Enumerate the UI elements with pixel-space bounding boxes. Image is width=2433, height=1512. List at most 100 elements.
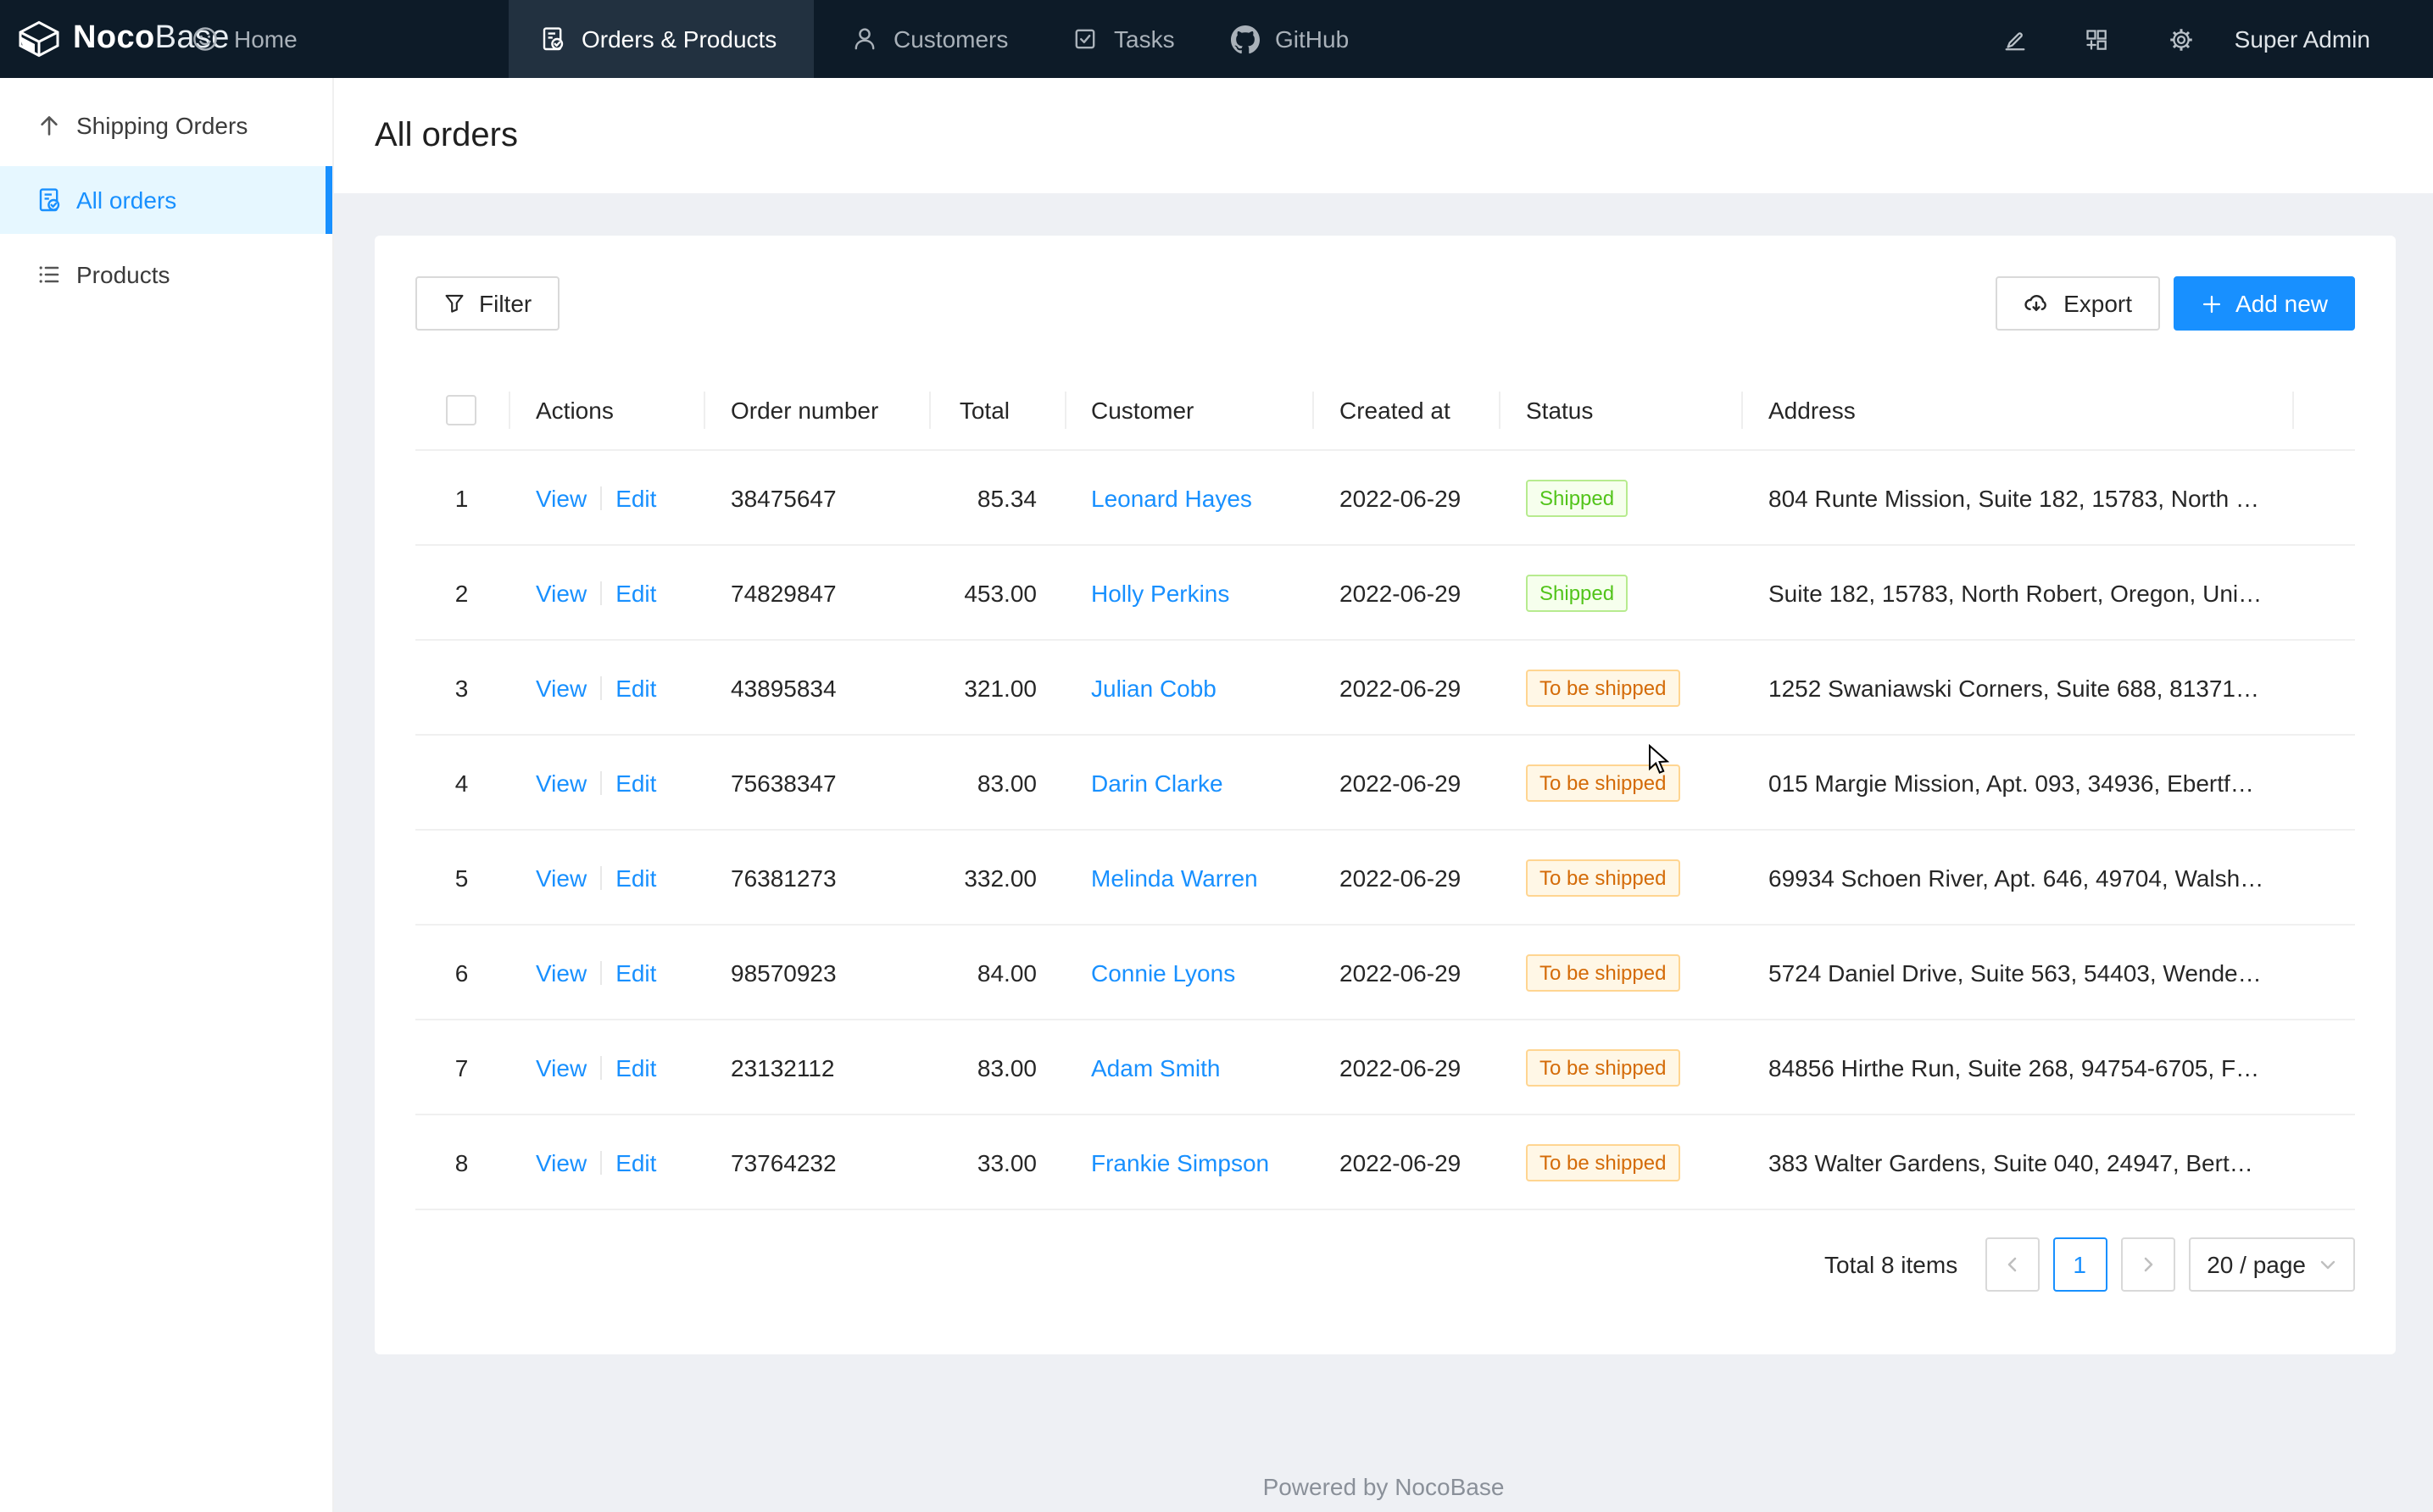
order-number-cell: 76381273 (731, 864, 837, 891)
edit-link[interactable]: Edit (615, 579, 657, 606)
pagination-next-button[interactable] (2120, 1237, 2175, 1292)
row-actions: View Edit (509, 1148, 704, 1176)
tab-github[interactable]: GitHub (1211, 0, 1380, 78)
status-badge: To be shipped (1526, 669, 1680, 706)
tab-home-label: Home (234, 25, 298, 53)
customer-cell: Frankie Simpson (1064, 1148, 1312, 1176)
view-link[interactable]: View (536, 1053, 587, 1081)
edit-link[interactable]: Edit (615, 1148, 657, 1176)
chevron-down-icon (2319, 1256, 2336, 1273)
status-badge: To be shipped (1526, 764, 1680, 801)
status-cell: Shipped (1499, 479, 1741, 516)
view-link[interactable]: View (536, 864, 587, 891)
row-index: 7 (454, 1053, 469, 1081)
customer-link[interactable]: Adam Smith (1091, 1053, 1221, 1081)
tab-orders-label: Orders & Products (582, 25, 777, 53)
customer-cell: Connie Lyons (1064, 959, 1312, 986)
add-new-button[interactable]: Add new (2173, 276, 2355, 331)
customer-cell: Holly Perkins (1064, 579, 1312, 606)
export-button-label: Export (2063, 290, 2133, 317)
customer-cell: Julian Cobb (1064, 674, 1312, 701)
view-link[interactable]: View (536, 769, 587, 796)
orders-table: Actions Order number Total Customer Crea… (415, 371, 2355, 1210)
view-link[interactable]: View (536, 484, 587, 511)
order-number-cell: 38475647 (731, 484, 837, 511)
nocobase-cube-icon (17, 20, 61, 58)
edit-link[interactable]: Edit (615, 1053, 657, 1081)
customer-cell: Leonard Hayes (1064, 484, 1312, 511)
edit-link[interactable]: Edit (615, 674, 657, 701)
document-check-icon (36, 186, 63, 214)
document-check-icon (539, 25, 566, 53)
filter-button[interactable]: Filter (415, 276, 560, 331)
total-cell: 84.00 (977, 959, 1037, 986)
pagination-prev-button[interactable] (1985, 1237, 2040, 1292)
blocks-add-icon[interactable] (2084, 27, 2109, 53)
row-index: 5 (454, 864, 469, 891)
status-cell: To be shipped (1499, 669, 1741, 706)
tab-home[interactable]: Home (161, 0, 478, 78)
table-row: 2 View Edit 74829847 453.00 Holly Perkins… (415, 546, 2355, 641)
edit-link[interactable]: Edit (615, 484, 657, 511)
gear-icon[interactable] (2169, 27, 2194, 53)
arrow-up-icon (36, 112, 63, 139)
customer-link[interactable]: Frankie Simpson (1091, 1148, 1270, 1176)
sidebar-item-products[interactable]: Products (0, 241, 332, 309)
customer-link[interactable]: Melinda Warren (1091, 864, 1258, 891)
table-row: 8 View Edit 73764232 33.00 Frankie Simpso… (415, 1115, 2355, 1210)
tab-tasks[interactable]: Tasks (1051, 0, 1207, 78)
row-index: 8 (454, 1148, 469, 1176)
total-cell: 453.00 (964, 579, 1037, 606)
pagination: Total 8 items 1 (415, 1237, 2355, 1292)
row-actions: View Edit (509, 579, 704, 606)
created-at-cell: 2022-06-29 (1339, 674, 1461, 701)
total-cell: 33.00 (977, 1148, 1037, 1176)
header-cell-total: Total (928, 371, 1064, 449)
status-cell: To be shipped (1499, 1143, 1741, 1181)
pagination-page-1[interactable]: 1 (2052, 1237, 2107, 1292)
list-icon (36, 261, 63, 288)
user-menu[interactable]: Super Admin (2235, 0, 2370, 78)
status-badge: To be shipped (1526, 953, 1680, 991)
tab-customers[interactable]: Customers (829, 0, 1041, 78)
customer-link[interactable]: Darin Clarke (1091, 769, 1223, 796)
view-link[interactable]: View (536, 959, 587, 986)
customer-link[interactable]: Connie Lyons (1091, 959, 1236, 986)
view-link[interactable]: View (536, 1148, 587, 1176)
page-size-select[interactable]: 20 / page (2188, 1237, 2355, 1292)
edit-link[interactable]: Edit (615, 769, 657, 796)
edit-link[interactable]: Edit (615, 864, 657, 891)
chevron-right-icon (2139, 1256, 2156, 1273)
smiley-icon (192, 25, 219, 53)
view-link[interactable]: View (536, 579, 587, 606)
action-divider (600, 1055, 603, 1079)
table-body: 1 View Edit 38475647 85.34 Leonard Hayes … (415, 451, 2355, 1210)
row-actions: View Edit (509, 769, 704, 796)
sidebar-item-all-orders[interactable]: All orders (0, 166, 332, 234)
edit-link[interactable]: Edit (615, 959, 657, 986)
customer-cell: Darin Clarke (1064, 769, 1312, 796)
status-cell: To be shipped (1499, 859, 1741, 896)
sidebar-item-shipping-orders[interactable]: Shipping Orders (0, 92, 332, 159)
tab-orders-and-products[interactable]: Orders & Products (509, 0, 814, 78)
table-header-row: Actions Order number Total Customer Crea… (415, 371, 2355, 451)
order-number-cell: 43895834 (731, 674, 837, 701)
created-at-cell: 2022-06-29 (1339, 769, 1461, 796)
nocobase-logo[interactable]: NocoBase (17, 0, 230, 78)
status-badge: To be shipped (1526, 1048, 1680, 1086)
header-cell-status: Status (1499, 371, 1741, 449)
order-number-cell: 73764232 (731, 1148, 837, 1176)
select-all-checkbox[interactable] (446, 395, 477, 425)
header-cell-address: Address (1741, 371, 2292, 449)
highlighter-icon[interactable] (2002, 27, 2028, 53)
export-button[interactable]: Export (1996, 276, 2160, 331)
view-link[interactable]: View (536, 674, 587, 701)
customer-link[interactable]: Leonard Hayes (1091, 484, 1252, 511)
total-cell: 332.00 (964, 864, 1037, 891)
order-number-cell: 74829847 (731, 579, 837, 606)
customer-link[interactable]: Holly Perkins (1091, 579, 1230, 606)
customer-cell: Adam Smith (1064, 1053, 1312, 1081)
page-size-value: 20 / page (2207, 1251, 2306, 1278)
action-divider (600, 581, 603, 604)
customer-link[interactable]: Julian Cobb (1091, 674, 1216, 701)
